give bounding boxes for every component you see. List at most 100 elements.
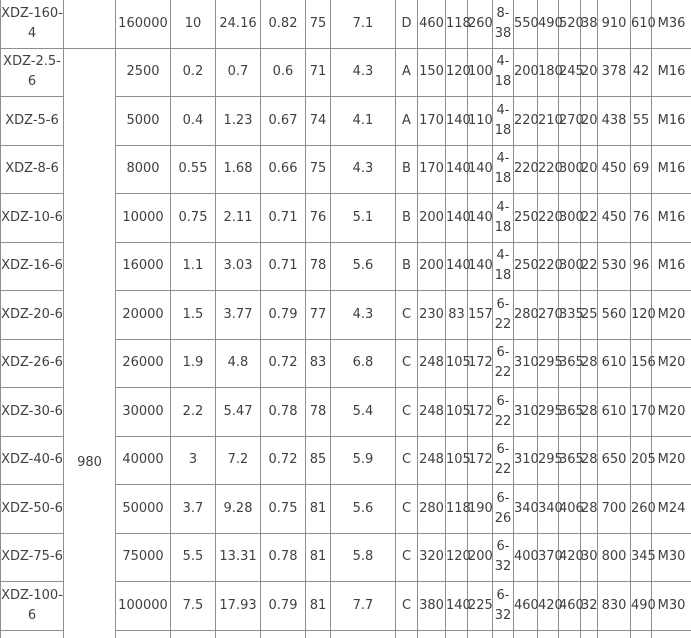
value-cell: 295 (537, 338, 563, 388)
value-cell: 365 (558, 338, 584, 388)
value-cell: 120 (445, 47, 471, 97)
value-cell: 200 (513, 47, 539, 97)
value-cell: 910 (597, 0, 631, 49)
value-cell: 280 (417, 484, 446, 534)
value-cell: 5.8 (330, 532, 396, 582)
value-cell: A (395, 47, 418, 97)
value-cell: 4-18 (492, 241, 514, 291)
table-row: XDZ-40-6 40000 3 7.2 0.72 85 5.9 C 248 105 172 6-22… (0, 435, 691, 485)
value-cell (330, 629, 396, 638)
value-cell: 0.78 (260, 387, 306, 437)
value-cell: 172 (467, 338, 493, 388)
value-cell: 83 (305, 338, 331, 388)
value-cell: 6-22 (492, 387, 514, 437)
value-cell: 270 (537, 290, 563, 340)
value-cell: 28 (580, 484, 598, 534)
value-cell: 22 (580, 193, 598, 243)
table-row: XDZ-50-6 50000 3.7 9.28 0.75 81 5.6 C 280 118 190 6… (0, 484, 691, 534)
value-cell: 5.9 (330, 435, 396, 485)
value-cell: 26000 (115, 338, 171, 388)
table-row: XDZ-30-6 30000 2.2 5.47 0.78 78 5.4 C 248 105 172 6… (0, 387, 691, 437)
value-cell: 22 (580, 241, 598, 291)
value-cell: 40000 (115, 435, 171, 485)
value-cell: 248 (417, 338, 446, 388)
value-cell: 550 (513, 0, 539, 49)
value-cell: 71 (305, 47, 331, 97)
value-cell: 0.66 (260, 144, 306, 194)
model-cell: XDZ-2.5-6 (0, 47, 64, 97)
value-cell: 4.1 (330, 96, 396, 146)
table-row: XDZ-100-6 100000 7.5 17.93 0.79 81 7.7 C 380 140 2… (0, 581, 691, 631)
value-cell: M20 (651, 290, 691, 340)
value-cell: 10000 (115, 193, 171, 243)
value-cell: 380 (417, 581, 446, 631)
value-cell: 77 (305, 290, 331, 340)
value-cell: M16 (651, 96, 691, 146)
value-cell: 400 (513, 532, 539, 582)
value-cell: 800 (597, 532, 631, 582)
value-cell (417, 629, 446, 638)
value-cell: 0.72 (260, 435, 306, 485)
value-cell: 420 (558, 532, 584, 582)
value-cell: 76 (305, 193, 331, 243)
value-cell: C (395, 338, 418, 388)
value-cell: 490 (537, 0, 563, 49)
value-cell: 5.47 (215, 387, 261, 437)
value-cell: 406 (558, 484, 584, 534)
value-cell: 78 (305, 387, 331, 437)
value-cell: 100 (467, 47, 493, 97)
value-cell: 17.93 (215, 581, 261, 631)
value-cell: 38 (580, 0, 598, 49)
value-cell: 157 (467, 290, 493, 340)
value-cell: 260 (467, 0, 493, 49)
value-cell: 74 (305, 96, 331, 146)
model-cell: XDZ-10-6 (0, 193, 64, 243)
value-cell: 140 (445, 241, 471, 291)
value-cell: 140 (445, 144, 471, 194)
model-cell: XDZ-16-6 (0, 241, 64, 291)
value-cell: 200 (417, 241, 446, 291)
value-cell: 300 (558, 144, 584, 194)
value-cell: 0.6 (260, 47, 306, 97)
value-cell: 420 (537, 581, 563, 631)
value-cell: 300 (558, 241, 584, 291)
value-cell: C (395, 532, 418, 582)
value-cell: 150 (417, 47, 446, 97)
value-cell: 156 (630, 338, 656, 388)
model-cell: XDZ-160-4 (0, 0, 64, 49)
value-cell: M20 (651, 435, 691, 485)
value-cell: 560 (597, 290, 631, 340)
value-cell: 250 (513, 193, 539, 243)
value-cell: 345 (630, 532, 656, 582)
value-cell: 75000 (115, 532, 171, 582)
value-cell: M30 (651, 532, 691, 582)
value-cell: M30 (651, 581, 691, 631)
value-cell: 20 (580, 144, 598, 194)
value-cell: 700 (597, 484, 631, 534)
value-cell: 0.55 (170, 144, 216, 194)
value-cell: 7.5 (170, 581, 216, 631)
value-cell: 378 (597, 47, 631, 97)
value-cell: 4-18 (492, 96, 514, 146)
value-cell: 220 (537, 144, 563, 194)
model-cell: XDZ-8-6 (0, 144, 64, 194)
value-cell: 118 (445, 0, 471, 49)
value-cell (215, 629, 261, 638)
value-cell: 0.75 (170, 193, 216, 243)
value-cell: 0.79 (260, 290, 306, 340)
value-cell: 6-22 (492, 338, 514, 388)
value-cell: 610 (597, 338, 631, 388)
value-cell: M16 (651, 241, 691, 291)
value-cell: 140 (445, 96, 471, 146)
value-cell: 1.23 (215, 96, 261, 146)
value-cell: 220 (537, 241, 563, 291)
value-cell: 20000 (115, 290, 171, 340)
value-cell: 220 (537, 193, 563, 243)
value-cell: 0.82 (260, 0, 306, 49)
value-cell: 438 (597, 96, 631, 146)
value-cell: B (395, 193, 418, 243)
value-cell: 120 (630, 290, 656, 340)
table-row: XDZ-2.5-6 980 2500 0.2 0.7 0.6 71 4.3 A 150 120 100… (0, 47, 691, 638)
value-cell: 250 (513, 241, 539, 291)
value-cell: 78 (305, 241, 331, 291)
